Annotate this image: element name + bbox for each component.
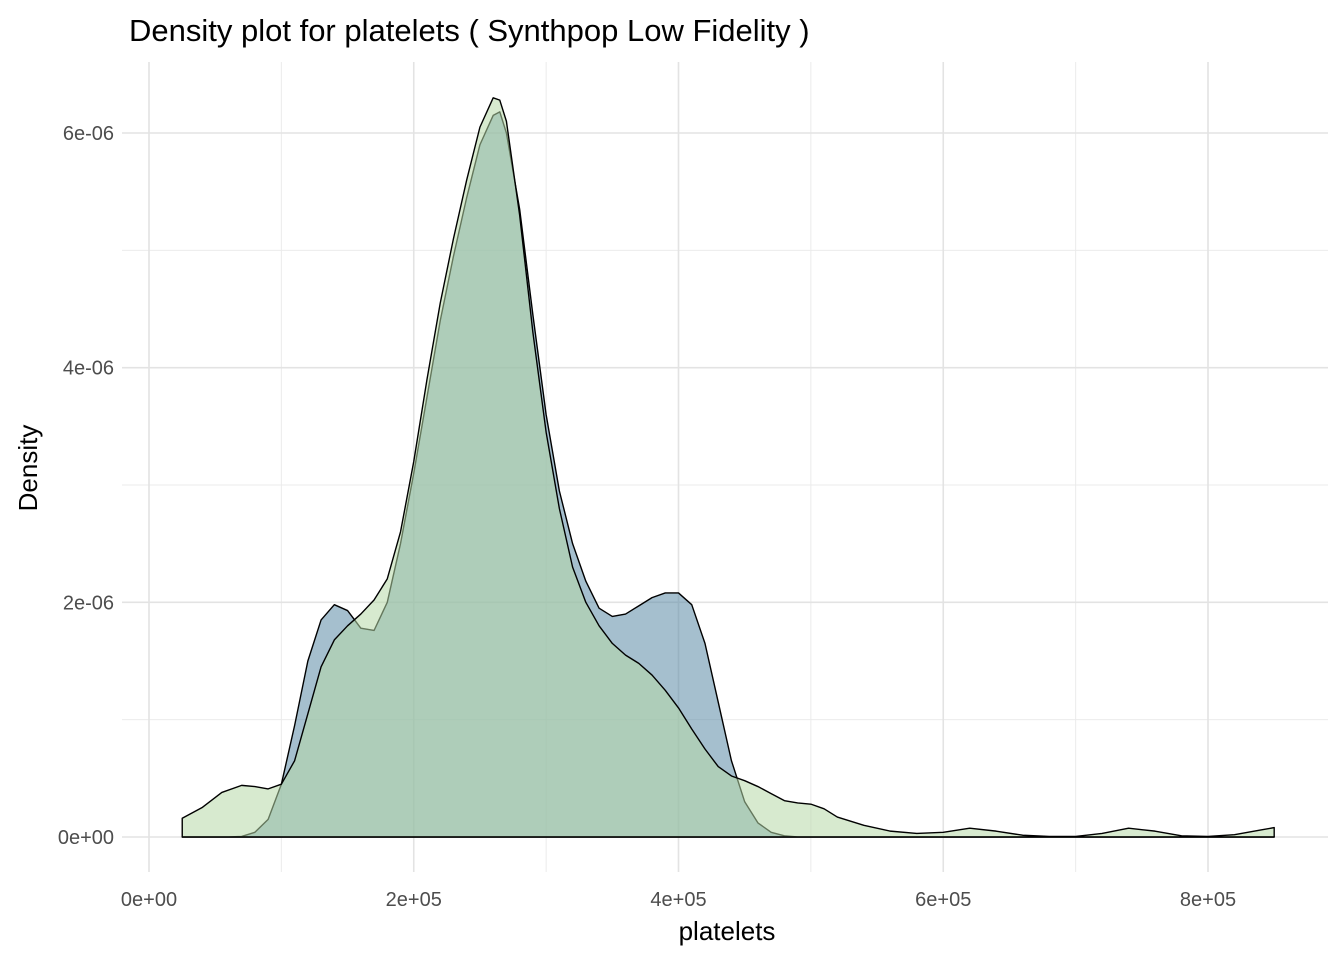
y-tick-label: 6e-06 [63, 123, 114, 145]
x-tick-label: 2e+05 [386, 889, 442, 911]
x-tick-label: 8e+05 [1180, 889, 1236, 911]
density-series-layer [181, 97, 1275, 838]
y-tick-label: 4e-06 [63, 358, 114, 380]
chart-title: Density plot for platelets ( Synthpop Lo… [129, 13, 810, 48]
density-area-series-2 [181, 97, 1275, 838]
x-tick-label: 6e+05 [915, 889, 971, 911]
x-axis-ticks: 0e+00 2e+05 4e+05 6e+05 8e+05 [121, 889, 1236, 911]
y-axis-ticks: 0e+00 2e-06 4e-06 6e-06 [58, 123, 114, 849]
x-tick-label: 4e+05 [650, 889, 706, 911]
y-axis-title: Density [13, 425, 43, 512]
y-tick-label: 2e-06 [63, 592, 114, 614]
y-tick-label: 0e+00 [58, 827, 114, 849]
x-axis-title: platelets [679, 916, 776, 946]
x-tick-label: 0e+00 [121, 889, 177, 911]
